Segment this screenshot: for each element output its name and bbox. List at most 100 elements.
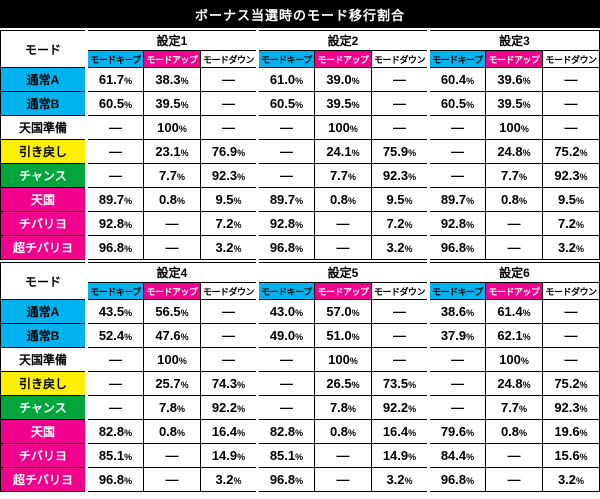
setting-header: 設定3 — [427, 30, 600, 51]
value-cell: — — [427, 371, 486, 396]
value-cell: — — [427, 347, 486, 372]
value-cell: 92.8% — [256, 211, 315, 236]
value-cell: — — [371, 299, 429, 324]
mode-label: チャンス — [0, 163, 87, 188]
mode-keep-header: モードキープ — [427, 282, 486, 300]
value-cell: 39.5% — [314, 91, 372, 116]
mode-keep-header: モードキープ — [85, 282, 144, 300]
value-cell: 24.1% — [314, 139, 372, 164]
mode-label: 通常B — [0, 323, 87, 348]
value-cell: 56.5% — [143, 299, 201, 324]
value-cell: 3.2% — [371, 467, 429, 492]
table-row: 通常A 61.7% 38.3% —61.0% 39.0% —60.4% 39.6% — — [0, 67, 600, 92]
value-cell: 92.8% — [427, 211, 486, 236]
table-row: 通常A 43.5% 56.5% —43.0% 57.0% —38.6% 61.4% — — [0, 299, 600, 324]
mode-label: 通常B — [0, 91, 87, 116]
value-cell: — — [542, 115, 600, 140]
table-row: 通常B 60.5% 39.5% —60.5% 39.5% —60.5% 39.5% — — [0, 91, 600, 116]
value-cell: — — [85, 163, 144, 188]
value-cell: 85.1% — [256, 443, 315, 468]
value-cell: — — [542, 91, 600, 116]
setting-header-row: モード 設定4 設定5 設定6 — [0, 262, 600, 300]
value-cell: 24.8% — [485, 371, 543, 396]
mode-up-header: モードアップ — [485, 282, 543, 300]
value-cell: — — [256, 163, 315, 188]
value-cell: 0.8% — [485, 419, 543, 444]
value-cell: — — [143, 443, 201, 468]
value-cell: — — [85, 115, 144, 140]
setting-header: 設定4 — [85, 262, 258, 283]
value-cell: — — [427, 395, 486, 420]
value-cell: — — [143, 467, 201, 492]
value-cell: 75.2% — [542, 371, 600, 396]
value-cell: 3.2% — [371, 235, 429, 260]
value-cell: 61.4% — [485, 299, 543, 324]
value-cell: 7.7% — [485, 163, 543, 188]
value-cell: 14.9% — [371, 443, 429, 468]
mode-table-section-1: モード 設定1 設定2 設定3 モードキープ モードアップ モードダウン モードキープ モードア… — [0, 30, 600, 260]
value-cell: 7.8% — [314, 395, 372, 420]
value-cell: — — [200, 323, 258, 348]
value-cell: 19.6% — [542, 419, 600, 444]
value-cell: — — [485, 235, 543, 260]
value-cell: — — [371, 91, 429, 116]
value-cell: 9.5% — [371, 187, 429, 212]
mode-down-header: モードダウン — [371, 50, 429, 68]
value-cell: 60.5% — [427, 91, 486, 116]
value-cell: 9.5% — [200, 187, 258, 212]
setting-header: 設定5 — [256, 262, 429, 283]
setting-header: 設定6 — [427, 262, 600, 283]
mode-table-section-2: モード 設定4 設定5 設定6 モードキープ モードアップ モードダウン モードキープ モードア… — [0, 262, 600, 492]
table-row: チャンス —7.8% 92.2% —7.8% 92.2% —7.7% 92.3% — [0, 395, 600, 420]
mode-down-header: モードダウン — [542, 50, 600, 68]
value-cell: — — [200, 115, 258, 140]
value-cell: 14.9% — [200, 443, 258, 468]
mode-keep-header: モードキープ — [256, 50, 315, 68]
value-cell: 100% — [485, 347, 543, 372]
value-cell: — — [200, 299, 258, 324]
mode-label: 引き戻し — [0, 139, 87, 164]
value-cell: 61.0% — [256, 67, 315, 92]
mode-label: 超チバリヨ — [0, 235, 87, 260]
value-cell: — — [371, 67, 429, 92]
value-cell: 92.3% — [542, 395, 600, 420]
value-cell: 89.7% — [85, 187, 144, 212]
value-cell: 96.8% — [85, 235, 144, 260]
mode-label: 天国準備 — [0, 347, 87, 372]
mode-column-header: モード — [0, 30, 87, 68]
value-cell: — — [256, 115, 315, 140]
table-row: 引き戻し —23.1% 76.9% —24.1% 75.9% —24.8% 75.2% — [0, 139, 600, 164]
value-cell: 60.5% — [256, 91, 315, 116]
mode-keep-header: モードキープ — [85, 50, 144, 68]
value-cell: — — [256, 139, 315, 164]
value-cell: — — [85, 371, 144, 396]
value-cell: — — [85, 395, 144, 420]
value-cell: 75.9% — [371, 139, 429, 164]
value-cell: 16.4% — [371, 419, 429, 444]
table-row: チバリヨ 92.8% —7.2% 92.8% —7.2% 92.8% —7.2% — [0, 211, 600, 236]
value-cell: 84.4% — [427, 443, 486, 468]
value-cell: 100% — [485, 115, 543, 140]
value-cell: 7.2% — [200, 211, 258, 236]
value-cell: 100% — [143, 347, 201, 372]
value-cell: 57.0% — [314, 299, 372, 324]
mode-down-header: モードダウン — [200, 50, 258, 68]
mode-up-header: モードアップ — [143, 282, 201, 300]
setting-header-row: モード 設定1 設定2 設定3 — [0, 30, 600, 68]
value-cell: 26.5% — [314, 371, 372, 396]
mode-label: 通常A — [0, 67, 87, 92]
value-cell: — — [256, 371, 315, 396]
mode-up-header: モードアップ — [485, 50, 543, 68]
value-cell: 15.6% — [542, 443, 600, 468]
value-cell: 23.1% — [143, 139, 201, 164]
value-cell: — — [256, 395, 315, 420]
value-cell: 7.2% — [371, 211, 429, 236]
value-cell: 73.5% — [371, 371, 429, 396]
page-title: ボーナス当選時のモード移行割合 — [0, 0, 600, 28]
value-cell: — — [85, 139, 144, 164]
value-cell: 47.6% — [143, 323, 201, 348]
value-cell: 92.3% — [371, 163, 429, 188]
value-cell: — — [371, 323, 429, 348]
value-cell: 39.0% — [314, 67, 372, 92]
mode-label: 通常A — [0, 299, 87, 324]
